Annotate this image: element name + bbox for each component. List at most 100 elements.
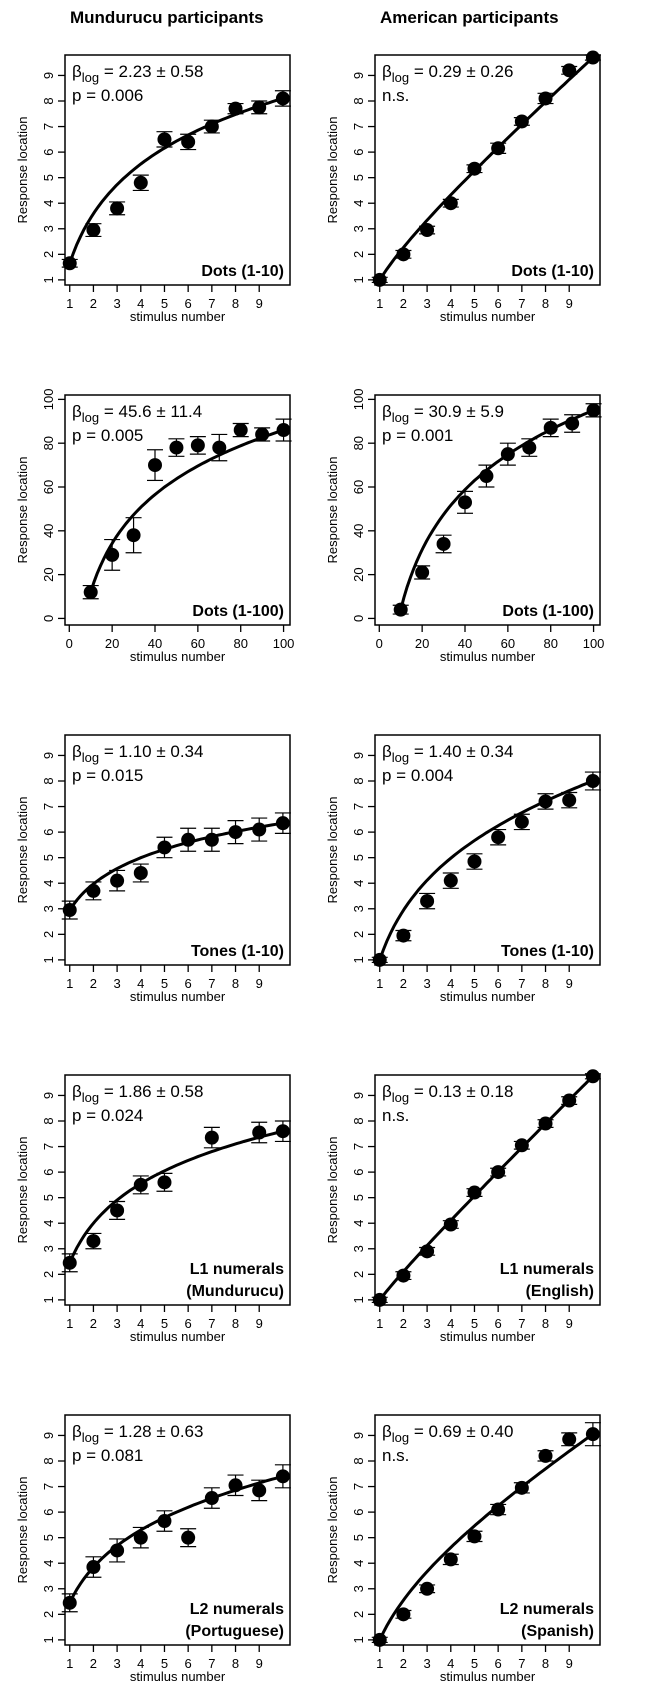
condition-label: (Mundurucu) (186, 1283, 284, 1300)
x-tick-label: 3 (113, 976, 120, 991)
data-point (467, 854, 482, 869)
data-point-group (395, 247, 412, 262)
data-point-group (61, 1593, 78, 1613)
y-tick-label: 60 (41, 480, 56, 494)
data-point (538, 1116, 553, 1131)
x-tick-label: 6 (495, 1656, 502, 1671)
fit-curve (68, 96, 284, 264)
y-tick-label: 5 (41, 854, 56, 861)
y-tick-label: 8 (41, 1117, 56, 1124)
x-tick-label: 6 (185, 296, 192, 311)
data-point (514, 814, 529, 829)
data-point (275, 816, 290, 831)
data-point-group (274, 1464, 291, 1489)
data-point-group (585, 403, 602, 418)
p-value-annotation: p = 0.015 (72, 766, 143, 785)
y-tick-label: 20 (351, 567, 366, 581)
data-point-group (542, 418, 559, 438)
data-point-group (227, 101, 244, 116)
x-tick-label: 3 (113, 1656, 120, 1671)
data-point (396, 1268, 411, 1283)
y-tick-label: 4 (351, 200, 366, 207)
y-tick-label: 5 (41, 1534, 56, 1541)
x-tick-label: 2 (400, 296, 407, 311)
x-tick-label: 8 (232, 1316, 239, 1331)
data-point-group (442, 196, 459, 211)
condition-label: (Spanish) (521, 1623, 594, 1640)
data-point (467, 1529, 482, 1544)
y-axis-label: Response location (325, 1137, 340, 1244)
y-tick-label: 6 (351, 1508, 366, 1515)
data-point (585, 50, 600, 65)
data-point (204, 1130, 219, 1145)
data-point-group (521, 438, 538, 457)
y-tick-label: 9 (41, 1432, 56, 1439)
data-point (252, 1125, 267, 1140)
plot-frame (64, 54, 291, 286)
data-point (86, 883, 101, 898)
y-tick-label: 3 (41, 1245, 56, 1252)
chart-panel-10: 1 2 3 4 5 6 7 8 9 1 2 3 4 5 6 7 8 9 stimulus number Respons… (325, 1414, 601, 1684)
y-tick-label: 6 (41, 1508, 56, 1515)
data-point (396, 1607, 411, 1622)
y-tick-label: 4 (351, 880, 366, 887)
x-tick-label: 4 (447, 976, 454, 991)
data-point-group (211, 433, 228, 462)
condition-label: Dots (1-10) (511, 263, 594, 280)
plot-frame (64, 734, 291, 966)
data-point-group (442, 1552, 459, 1567)
x-tick-label: 2 (90, 1316, 97, 1331)
data-point-group (274, 812, 291, 834)
condition-label: L2 numerals (500, 1601, 594, 1618)
data-point (181, 832, 196, 847)
x-tick-label: 40 (458, 636, 472, 651)
plot-frame (374, 1414, 601, 1646)
condition-label: L1 numerals (190, 1261, 284, 1278)
data-point (157, 132, 172, 147)
x-tick-label: 2 (400, 976, 407, 991)
x-tick-label: 7 (518, 976, 525, 991)
data-point (255, 427, 270, 442)
data-point (133, 866, 148, 880)
y-tick-label: 2 (41, 931, 56, 938)
y-tick-label: 0 (41, 615, 56, 622)
y-tick-label: 7 (351, 123, 366, 130)
data-point (62, 903, 77, 918)
data-point-group (85, 223, 102, 238)
data-point-group (490, 1502, 507, 1517)
data-point-group (395, 1268, 412, 1283)
data-point (396, 247, 411, 262)
data-point-group (180, 133, 197, 151)
p-value-annotation: p = 0.001 (382, 426, 453, 445)
data-point (169, 440, 184, 455)
data-point (204, 832, 219, 847)
p-value-annotation: n.s. (382, 1446, 409, 1465)
x-tick-label: 1 (376, 976, 383, 991)
data-point (420, 1581, 435, 1596)
y-tick-label: 3 (351, 1245, 366, 1252)
x-tick-label: 2 (90, 1656, 97, 1671)
data-point (62, 1255, 77, 1270)
data-point (133, 1530, 148, 1545)
data-point-group (395, 928, 412, 943)
y-tick-label: 2 (351, 1611, 366, 1618)
p-value-annotation: n.s. (382, 1106, 409, 1125)
data-point (491, 1502, 506, 1517)
data-point-group (442, 1217, 459, 1232)
data-point (228, 1478, 243, 1493)
x-tick-label: 3 (113, 1316, 120, 1331)
data-point-group (419, 223, 436, 238)
data-point (212, 440, 227, 455)
x-tick-label: 1 (376, 296, 383, 311)
x-tick-label: 60 (501, 636, 515, 651)
data-point-group (537, 1116, 554, 1131)
data-point-group (490, 1165, 507, 1180)
x-tick-label: 6 (495, 976, 502, 991)
y-tick-label: 40 (351, 524, 366, 538)
x-tick-label: 7 (518, 1316, 525, 1331)
beta-annotation: βlog = 1.86 ± 0.58 (72, 1082, 203, 1105)
data-point-group (513, 114, 530, 129)
data-point (83, 585, 98, 600)
condition-label: (Portuguese) (185, 1623, 284, 1640)
data-point-group (561, 63, 578, 78)
